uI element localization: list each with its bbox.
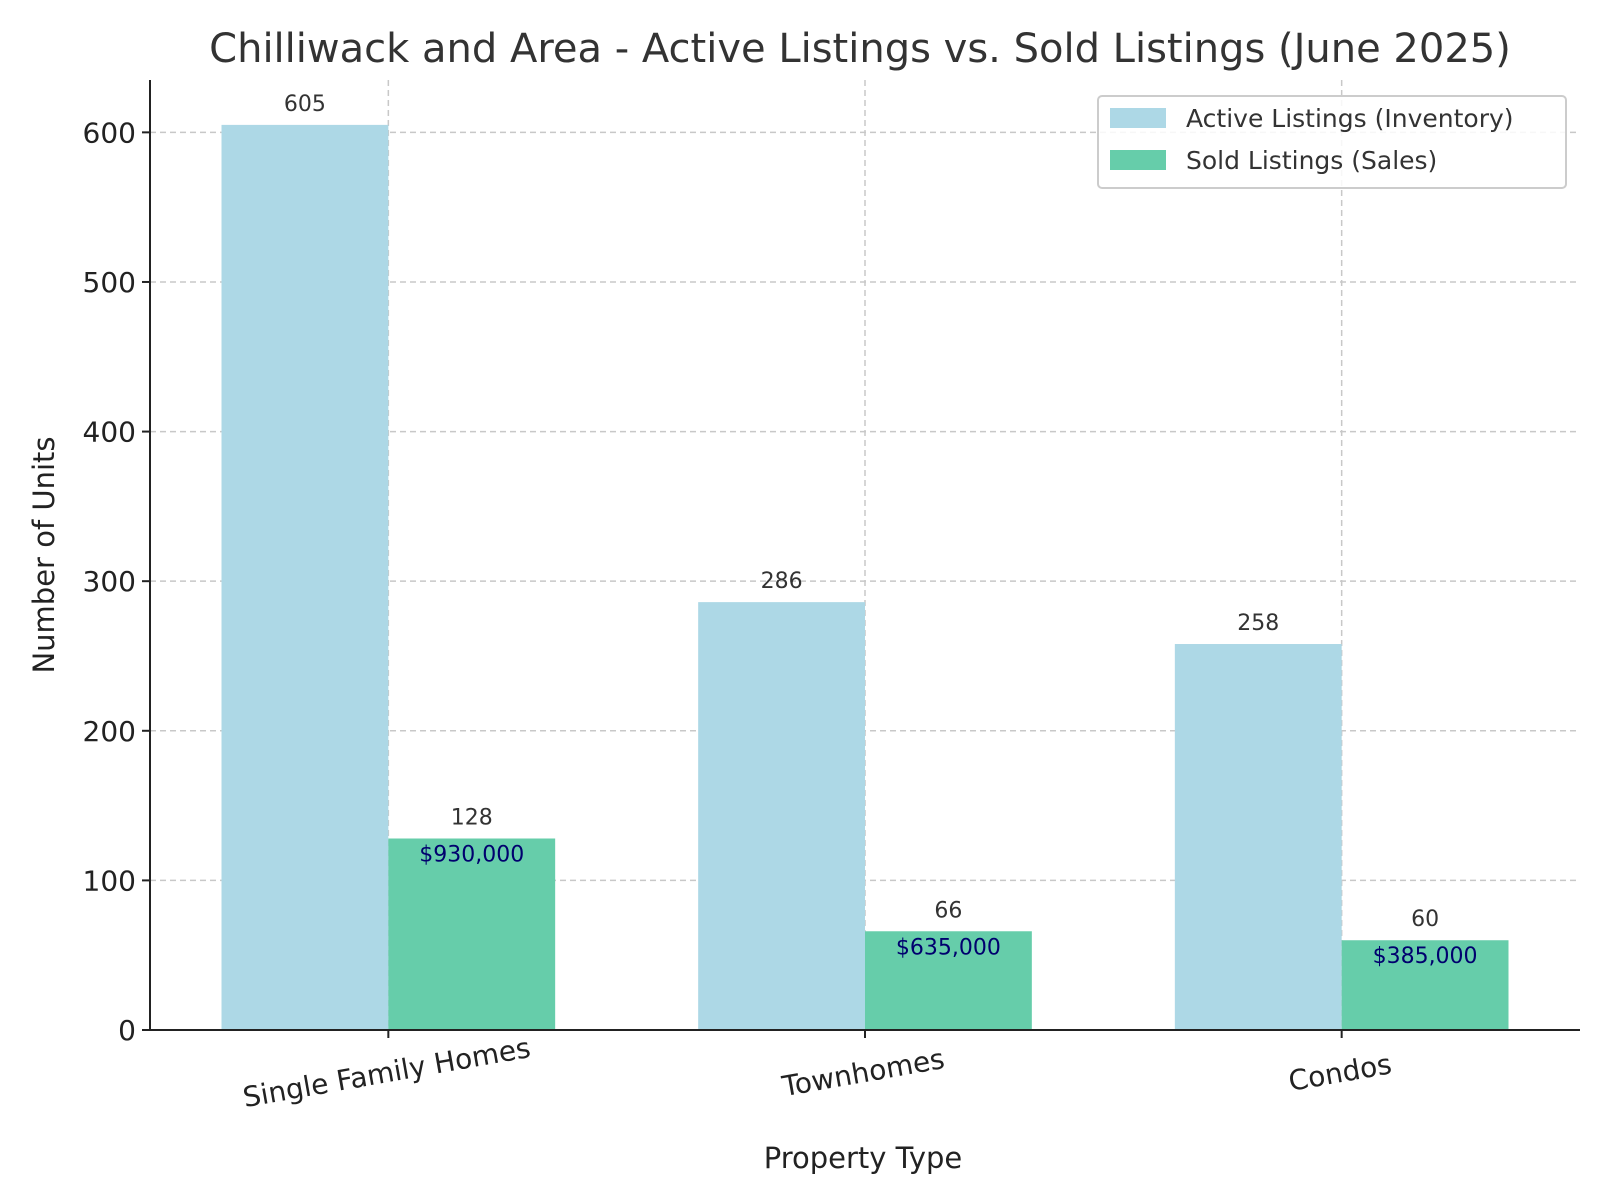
bar-value-label: 286 [761,569,803,594]
y-tick-label: 0 [118,1014,136,1047]
price-label: $635,000 [896,935,1001,960]
legend-swatch-active [1110,108,1166,128]
y-tick-label: 600 [83,116,136,149]
data-labels: 605 286 258 128 $930,000 66 $635,000 60 $385,000 [284,92,1478,969]
bar-sold [388,838,556,1030]
bar-active [698,602,865,1030]
legend-swatch-sold [1110,150,1166,170]
bar-active [1174,644,1342,1030]
legend-box [1097,95,1567,189]
x-axis-label: Property Type [764,1141,963,1175]
y-tick-label: 300 [83,565,136,598]
bar-value-label: 66 [934,898,962,923]
y-tick-label: 400 [83,416,136,449]
bar-active [221,124,389,1030]
y-tick-label: 200 [83,715,136,748]
legend-label-sold: Sold Listings (Sales) [1186,146,1437,175]
bars [221,124,1509,1030]
x-tick-label: Condos [1286,1047,1394,1098]
x-tick-label: Townhomes [779,1042,947,1103]
chart-title: Chilliwack and Area - Active Listings vs… [209,26,1511,72]
bar-value-label: 258 [1237,611,1279,636]
legend: Active Listings (Inventory) Sold Listing… [1097,95,1567,189]
bar-sold [865,931,1032,1030]
bar-value-label: 605 [284,92,326,117]
y-tick-label: 500 [83,266,136,299]
y-axis-label: Number of Units [27,436,61,673]
x-tick-label: Single Family Homes [240,1031,533,1114]
bar-value-label: 60 [1411,907,1439,932]
price-label: $385,000 [1373,944,1478,969]
price-label: $930,000 [419,843,524,868]
legend-label-active: Active Listings (Inventory) [1186,104,1514,133]
y-tick-label: 100 [83,864,136,897]
bar-sold [1341,940,1509,1030]
bar-value-label: 128 [451,806,493,831]
